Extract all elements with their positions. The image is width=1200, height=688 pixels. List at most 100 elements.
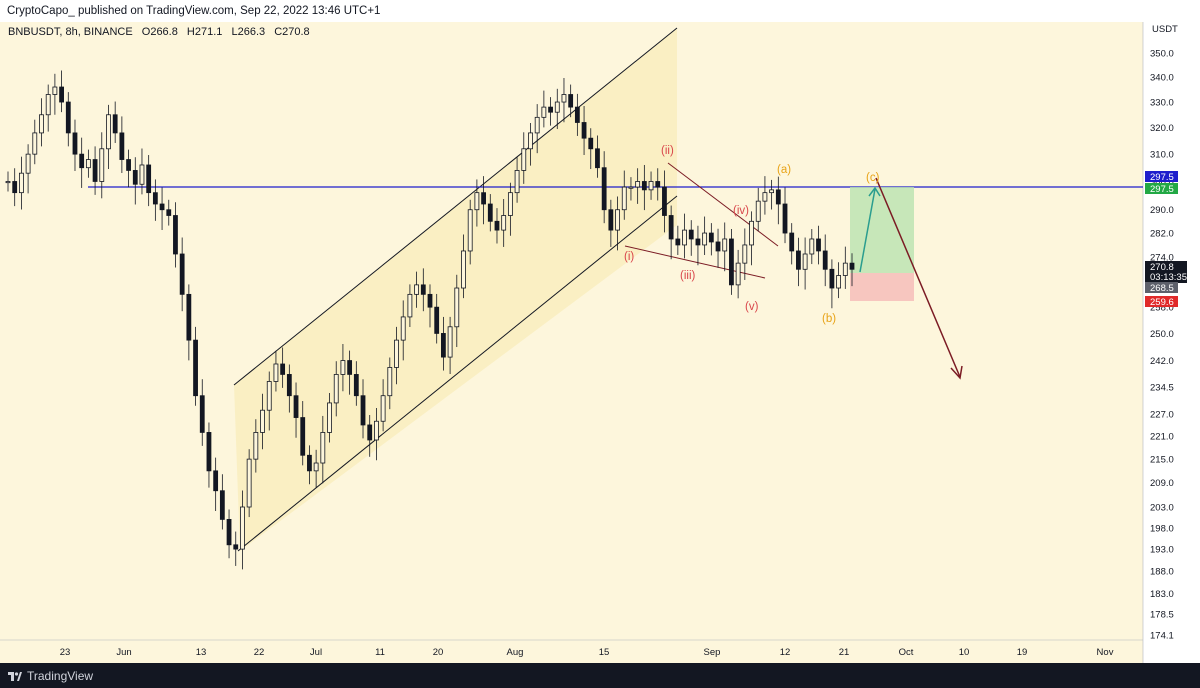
footer-bar: TradingView <box>0 663 1200 688</box>
candle-body <box>782 203 788 234</box>
time-tick-label: Oct <box>899 647 914 658</box>
time-axis-ticks: 23 Jun 13 22 Jul 11 20 Aug 15 Sep 12 21 Oct 10 19 Nov <box>60 647 1114 658</box>
price-tag-mid: 268.5 <box>1150 283 1174 294</box>
candle-body <box>414 284 420 295</box>
candle-body <box>320 432 326 464</box>
candle-body <box>528 132 533 150</box>
tradingview-logo[interactable]: TradingView <box>8 669 93 683</box>
candle-body <box>173 215 178 255</box>
candle-body <box>407 293 413 318</box>
price-tag-level-b: 297.5 <box>1150 184 1174 195</box>
candle-body <box>266 381 272 411</box>
candle-body <box>742 244 748 264</box>
candle-body <box>628 186 634 189</box>
candle-body <box>842 262 848 276</box>
candle-body <box>360 395 366 426</box>
price-tag-level-b-bg <box>1145 183 1178 194</box>
candle-body <box>541 106 547 118</box>
candle-body <box>440 333 446 358</box>
candle-body <box>434 306 440 334</box>
candle-body <box>219 490 225 520</box>
price-axis-background <box>1143 22 1200 663</box>
candle-body <box>193 339 198 397</box>
channel-lower-line[interactable] <box>237 195 678 552</box>
candle-body <box>501 215 507 231</box>
candle-body <box>682 229 687 246</box>
candle-body <box>394 339 399 368</box>
price-tick-label: 215.0 <box>1150 455 1174 466</box>
time-tick-label: Nov <box>1097 647 1114 658</box>
candle-body <box>152 192 158 205</box>
candle-body <box>655 181 661 188</box>
price-tag-last: 270.8 <box>1150 262 1174 273</box>
candle-body <box>213 470 219 492</box>
candle-body <box>755 200 761 222</box>
candle-body <box>461 250 466 289</box>
price-tick-label: 250.0 <box>1150 329 1174 340</box>
time-tick-label: 10 <box>959 647 970 658</box>
candle-body <box>427 293 433 308</box>
candle-body <box>233 544 239 550</box>
candle-body <box>749 220 754 246</box>
price-tick-label: 227.0 <box>1150 409 1174 420</box>
ohlc-legend: BNBUSDT, 8h, BINANCE O266.8 H271.1 L266.… <box>8 26 310 38</box>
candle-body <box>775 189 781 205</box>
price-tick-label: 203.0 <box>1150 503 1174 514</box>
price-tag-level-a-bg <box>1145 171 1178 182</box>
target-up-arrow[interactable] <box>859 188 876 273</box>
candle-body <box>32 132 38 155</box>
candle-body <box>688 229 694 240</box>
time-tick-label: 12 <box>780 647 791 658</box>
target-down-arrow[interactable] <box>875 177 961 378</box>
candle-body <box>166 209 172 216</box>
candle-body <box>675 238 681 246</box>
time-tick-label: 22 <box>254 647 265 658</box>
candle-body <box>695 238 701 246</box>
time-tick-label: 13 <box>196 647 207 658</box>
price-tick-label: 330.0 <box>1150 98 1174 109</box>
candle-body <box>246 458 252 508</box>
loss-zone[interactable] <box>850 273 914 301</box>
candle-body <box>5 181 11 184</box>
candle-body <box>816 238 821 252</box>
candle-body <box>849 262 855 270</box>
candle-body <box>454 287 460 328</box>
candle-body <box>146 164 152 194</box>
candle-body <box>615 209 620 231</box>
candle-body <box>112 114 118 134</box>
candle-body <box>286 374 292 397</box>
chart[interactable]: (i) (ii) (iii) (iv) (v) (a) (b) (c) BNBU… <box>0 0 1200 663</box>
triangle-lower-line[interactable] <box>624 245 766 279</box>
channel-upper-line[interactable] <box>233 27 678 386</box>
triangle-upper-line[interactable] <box>667 162 779 247</box>
price-tick-label: 242.0 <box>1150 356 1174 367</box>
candle-body <box>333 374 339 404</box>
candle-body <box>400 316 406 341</box>
candle-body <box>12 181 18 194</box>
candle-body <box>621 186 627 211</box>
candle-body <box>474 192 480 211</box>
price-tick-label: 350.0 <box>1150 49 1174 60</box>
price-tick-label: 174.1 <box>1150 631 1174 642</box>
candle-body <box>374 420 379 441</box>
time-tick-label: Jul <box>310 647 322 658</box>
price-tag-level-a: 297.5 <box>1150 172 1174 183</box>
time-tick-label: 11 <box>375 647 385 658</box>
price-axis-unit: USDT <box>1152 24 1178 35</box>
candle-body <box>367 424 373 441</box>
wave-label-iii: (iii) <box>680 270 695 282</box>
candles[interactable] <box>5 70 855 570</box>
candle-body <box>648 181 654 191</box>
price-tag-mid-bg <box>1145 282 1178 293</box>
candle-body <box>99 148 105 182</box>
profit-zone[interactable] <box>850 187 914 273</box>
price-tag-stop: 259.6 <box>1150 297 1174 308</box>
candle-body <box>521 148 527 171</box>
candle-body <box>65 101 71 134</box>
candle-body <box>52 86 58 95</box>
price-tick-label: 274.0 <box>1150 253 1174 264</box>
price-tag-countdown: 03:13:35 <box>1150 272 1187 283</box>
candle-body <box>534 116 540 134</box>
price-tick-label: 290.0 <box>1150 205 1174 216</box>
candle-body <box>420 284 426 295</box>
